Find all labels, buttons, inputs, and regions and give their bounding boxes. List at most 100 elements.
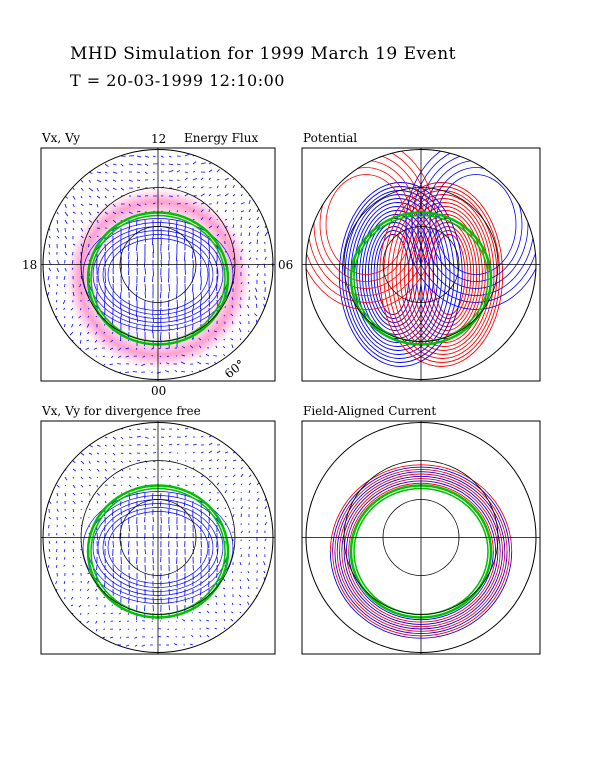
velocity-vector (88, 179, 92, 183)
velocity-vector (207, 329, 210, 333)
velocity-vector (56, 444, 59, 449)
velocity-vector (48, 187, 54, 192)
velocity-vector (228, 361, 234, 365)
velocity-vector (112, 163, 117, 166)
velocity-vector (216, 427, 222, 430)
velocity-vector (176, 210, 179, 213)
velocity-vector (208, 177, 211, 181)
velocity-vector (135, 620, 138, 623)
velocity-vector (165, 347, 170, 350)
velocity-vector (230, 338, 234, 341)
velocity-vector (62, 299, 66, 305)
velocity-vector (192, 540, 194, 549)
velocity-vector (78, 604, 82, 608)
velocity-vector (262, 618, 266, 622)
velocity-vector (239, 321, 242, 325)
velocity-vector (111, 371, 114, 375)
velocity-vector (88, 219, 93, 223)
velocity-vector (214, 337, 218, 341)
velocity-vector (240, 513, 243, 518)
velocity-vector (248, 208, 251, 213)
velocity-vector (53, 371, 58, 376)
velocity-vector (48, 436, 52, 441)
velocity-vector (151, 347, 154, 350)
velocity-vector (272, 482, 273, 486)
velocity-vector (176, 443, 180, 446)
velocity-vector (136, 171, 140, 173)
velocity-vector (160, 155, 164, 158)
velocity-vector (72, 195, 76, 200)
velocity-vector (272, 208, 273, 213)
velocity-vector (240, 176, 245, 181)
velocity-vector (232, 264, 235, 269)
velocity-vector (104, 179, 108, 182)
velocity-vector (128, 548, 130, 555)
velocity-vector (263, 546, 266, 550)
velocity-vector (192, 283, 194, 292)
velocity-vector (200, 451, 204, 454)
velocity-vector (71, 267, 74, 270)
velocity-vector (56, 267, 60, 273)
velocity-vector (255, 642, 258, 646)
velocity-vector (192, 476, 195, 478)
velocity-vector (229, 650, 234, 653)
velocity-vector (261, 625, 266, 630)
potential-contour-positive (306, 149, 431, 303)
velocity-vector (45, 628, 50, 632)
velocity-vector (174, 378, 178, 380)
velocity-vector (56, 422, 60, 425)
velocity-vector (248, 441, 253, 446)
velocity-vector (271, 303, 273, 309)
velocity-vector (231, 296, 234, 301)
velocity-vector (46, 339, 50, 344)
velocity-vector (47, 604, 50, 609)
velocity-vector (246, 642, 250, 646)
velocity-vector (205, 377, 210, 380)
velocity-vector (232, 184, 235, 189)
velocity-vector (264, 538, 267, 542)
velocity-vector (112, 460, 116, 463)
velocity-vector (64, 484, 66, 487)
velocity-vector (136, 484, 139, 487)
velocity-vector (232, 281, 235, 285)
velocity-vector (264, 215, 268, 221)
velocity-vector (136, 243, 138, 251)
velocity-vector (72, 540, 75, 544)
velocity-vector (200, 427, 206, 430)
velocity-vector (255, 554, 258, 558)
velocity-vector (132, 371, 138, 373)
velocity-vector (152, 460, 156, 463)
velocity-vector (92, 363, 98, 368)
velocity-vector (253, 368, 258, 373)
velocity-vector (230, 611, 234, 614)
velocity-vector (192, 185, 195, 189)
velocity-vector (238, 634, 242, 638)
velocity-vector (238, 327, 242, 333)
velocity-vector (240, 473, 244, 478)
velocity-vector (119, 291, 122, 299)
velocity-vector (176, 620, 178, 622)
velocity-vector (264, 199, 269, 205)
velocity-vector (80, 484, 84, 488)
velocity-vector (240, 194, 243, 197)
velocity-vector (61, 355, 66, 359)
velocity-vector (112, 195, 115, 198)
velocity-vector (245, 617, 250, 622)
velocity-vector (144, 452, 148, 455)
velocity-vector (48, 428, 53, 431)
velocity-vector (168, 451, 172, 454)
velocity-vector (159, 291, 162, 299)
velocity-vector (112, 484, 116, 486)
velocity-vector (248, 250, 251, 253)
velocity-vector (256, 249, 259, 253)
velocity-vector (168, 210, 171, 213)
velocity-vector (86, 363, 90, 367)
velocity-vector (263, 280, 266, 285)
velocity-vector (208, 169, 213, 173)
velocity-vector (64, 211, 69, 217)
velocity-vector (232, 467, 235, 470)
velocity-vector (110, 339, 114, 343)
velocity-vector (72, 163, 76, 166)
velocity-vector (136, 307, 138, 317)
velocity-vector (143, 275, 146, 283)
